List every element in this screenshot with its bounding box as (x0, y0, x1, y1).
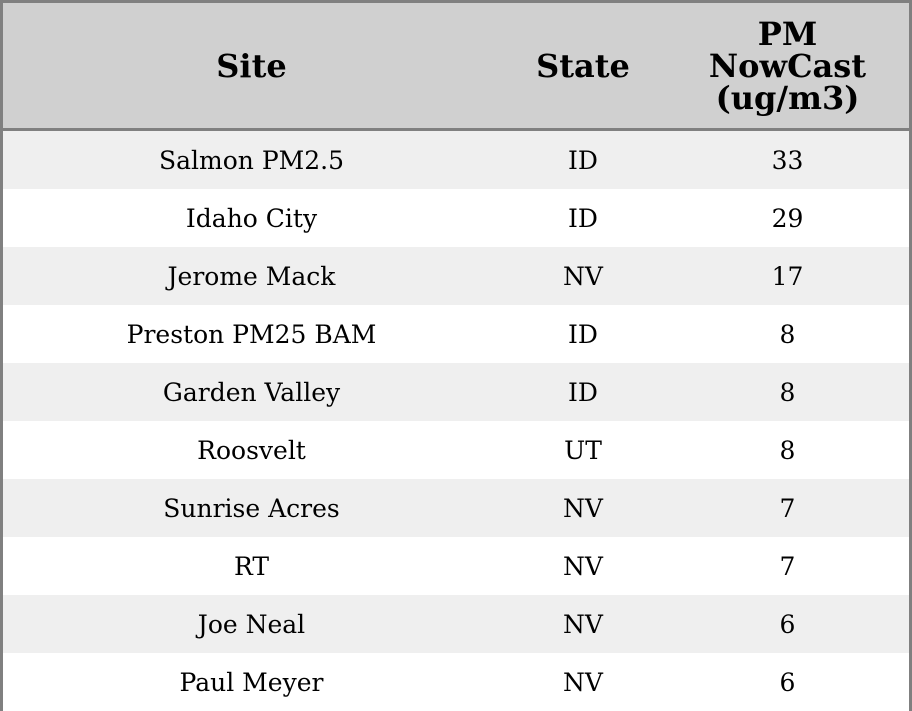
pm-cell: 6 (779, 667, 796, 697)
table-row: Roosvelt UT 8 (3, 421, 909, 479)
site-cell: Roosvelt (197, 435, 306, 465)
header-pm-line: PM (757, 14, 818, 53)
state-cell: ID (568, 203, 598, 233)
table-body: Salmon PM2.5 ID 33 Idaho City ID 29 Jerome Mac… (3, 131, 909, 711)
state-cell: ID (568, 145, 598, 175)
header-unit-line: (ug/m3) (715, 78, 860, 117)
pm-cell: 33 (771, 145, 804, 175)
pm-cell: 6 (779, 609, 796, 639)
site-cell: Jerome Mack (167, 261, 336, 291)
state-cell: NV (563, 493, 603, 523)
table-row: Preston PM25 BAM ID 8 (3, 305, 909, 363)
pm-cell: 29 (771, 203, 804, 233)
table-row: Idaho City ID 29 (3, 189, 909, 247)
site-cell: Salmon PM2.5 (158, 145, 344, 175)
pm-cell: 7 (779, 493, 796, 523)
pm-cell: 8 (779, 377, 796, 407)
pm-cell: 17 (771, 261, 804, 291)
state-cell: NV (563, 609, 603, 639)
site-cell: Joe Neal (197, 609, 306, 639)
site-cell: Garden Valley (162, 377, 341, 407)
header-pm-nowcast: PM NowCast (ug/m3) (666, 3, 909, 128)
site-cell: Sunrise Acres (163, 493, 340, 523)
state-cell: ID (568, 319, 598, 349)
table-header: Site State PM NowCast (ug/m3) (3, 3, 909, 131)
site-cell: Preston PM25 BAM (126, 319, 377, 349)
state-cell: NV (563, 261, 603, 291)
table-row: Garden Valley ID 8 (3, 363, 909, 421)
table-row: RT NV 7 (3, 537, 909, 595)
site-cell: Idaho City (185, 203, 318, 233)
state-cell: NV (563, 551, 603, 581)
pm-cell: 8 (779, 319, 796, 349)
pm-cell: 8 (779, 435, 796, 465)
state-cell: ID (568, 377, 598, 407)
header-state: State (536, 46, 630, 85)
site-cell: Paul Meyer (179, 667, 324, 697)
state-cell: UT (564, 435, 602, 465)
state-cell: NV (563, 667, 603, 697)
header-site: Site (216, 46, 287, 85)
pm-cell: 7 (779, 551, 796, 581)
table-row: Sunrise Acres NV 7 (3, 479, 909, 537)
table-row: Joe Neal NV 6 (3, 595, 909, 653)
table-row: Salmon PM2.5 ID 33 (3, 131, 909, 189)
site-cell: RT (233, 551, 270, 581)
table-row: Paul Meyer NV 6 (3, 653, 909, 711)
table-row: Jerome Mack NV 17 (3, 247, 909, 305)
header-nowcast-line: NowCast (708, 46, 867, 85)
